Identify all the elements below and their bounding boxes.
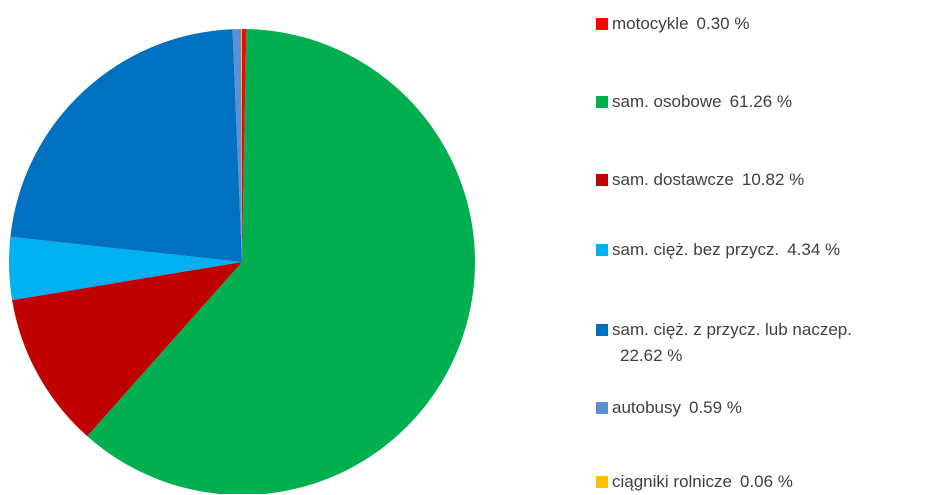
- pie-slice: [87, 29, 475, 494]
- legend-label: sam. cięż. z przycz. lub naczep.: [612, 320, 852, 339]
- legend-item: autobusy 0.59 %: [596, 395, 921, 421]
- pie-slice: [241, 29, 242, 262]
- legend-item: motocykle 0.30 %: [596, 11, 921, 37]
- legend-item: sam. osobowe 61.26 %: [596, 89, 921, 115]
- legend-value: 61.26 %: [729, 92, 793, 111]
- legend-item: sam. cięż. bez przycz. 4.34 %: [596, 237, 921, 263]
- legend-value: 0.30 %: [696, 14, 750, 33]
- legend-swatch: [596, 476, 608, 488]
- legend-item: sam. cięż. z przycz. lub naczep. 22.62 %: [596, 317, 921, 369]
- legend-label: autobusy: [612, 398, 681, 417]
- legend-label: sam. cięż. bez przycz.: [612, 240, 780, 259]
- pie-slice: [12, 262, 243, 437]
- pie-slice: [9, 236, 243, 301]
- legend-value: 0.59 %: [689, 398, 742, 417]
- legend-swatch: [596, 174, 608, 186]
- legend-swatch: [596, 244, 608, 256]
- legend-value: 4.34 %: [787, 240, 841, 259]
- legend-value: 0.06 %: [740, 472, 793, 491]
- legend-label: sam. osobowe: [612, 92, 722, 111]
- legend-item: sam. dostawcze 10.82 %: [596, 167, 921, 193]
- legend-swatch: [596, 324, 608, 336]
- legend-swatch: [596, 96, 608, 108]
- legend-label: ciągniki rolnicze: [612, 472, 732, 491]
- legend-label: motocykle: [612, 14, 689, 33]
- legend-value: 10.82 %: [741, 170, 805, 189]
- legend-item: ciągniki rolnicze 0.06 %: [596, 469, 921, 495]
- pie-slice: [242, 29, 247, 262]
- legend-swatch: [596, 402, 608, 414]
- legend-value: 22.62 %: [620, 346, 683, 365]
- legend-swatch: [596, 18, 608, 30]
- pie-slice: [10, 29, 242, 262]
- pie-slice: [232, 29, 242, 263]
- legend-label: sam. dostawcze: [612, 170, 734, 189]
